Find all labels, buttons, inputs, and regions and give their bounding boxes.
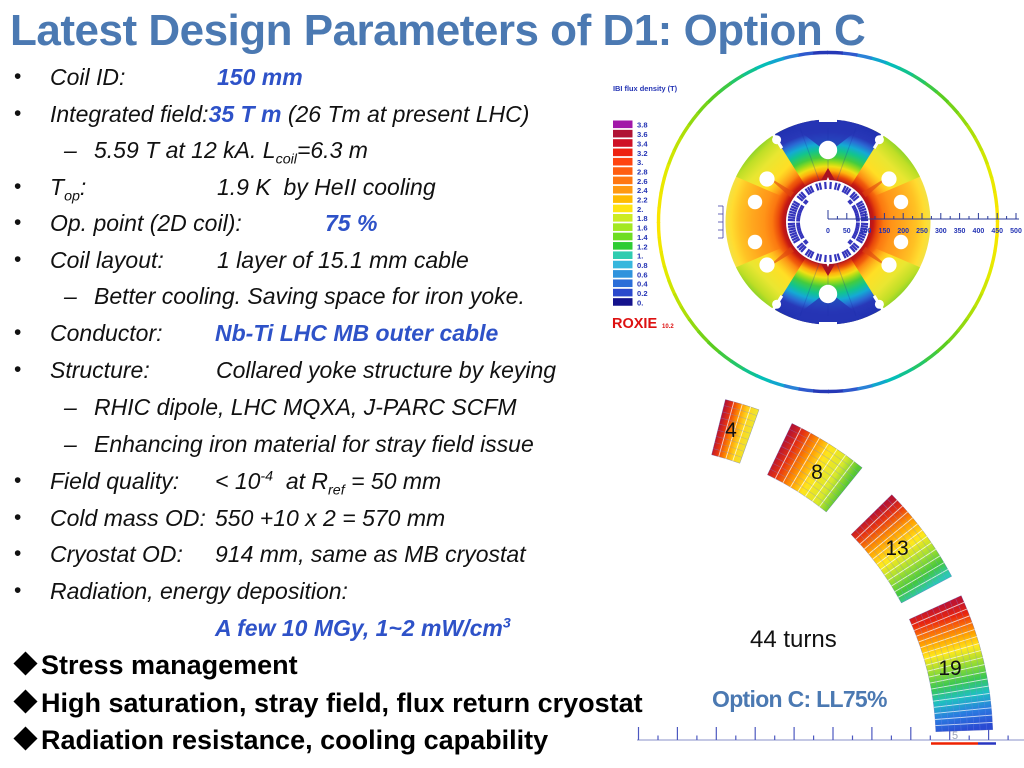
svg-text:4: 4 [725,419,737,442]
svg-text:100: 100 [860,228,872,235]
svg-text:3.6: 3.6 [637,130,648,139]
svg-text:1.4: 1.4 [637,233,648,242]
svg-text:19: 19 [938,657,961,680]
svg-text:300: 300 [935,228,947,235]
svg-text:3.4: 3.4 [637,139,648,148]
svg-text:400: 400 [973,228,985,235]
svg-text:ROXIE: ROXIE [612,316,657,332]
svg-text:1.2: 1.2 [637,242,648,251]
svg-text:8: 8 [811,461,823,484]
svg-text:250: 250 [916,228,928,235]
svg-text:2.: 2. [637,205,643,214]
svg-text:50: 50 [843,228,851,235]
svg-text:200: 200 [897,228,909,235]
svg-text:5: 5 [952,730,958,742]
svg-text:1.8: 1.8 [637,214,648,223]
svg-text:3.2: 3.2 [637,149,648,158]
svg-text:2.2: 2.2 [637,196,648,205]
svg-text:150: 150 [879,228,891,235]
svg-text:2.8: 2.8 [637,167,648,176]
svg-text:350: 350 [954,228,966,235]
svg-text:450: 450 [991,228,1003,235]
svg-text:1.6: 1.6 [637,224,648,233]
svg-text:0.6: 0.6 [637,270,648,279]
svg-text:1.: 1. [637,252,643,261]
svg-text:13: 13 [885,537,908,560]
svg-text:0: 0 [826,228,830,235]
svg-text:2.4: 2.4 [637,186,648,195]
svg-text:2.6: 2.6 [637,177,648,186]
svg-text:0.4: 0.4 [637,280,648,289]
svg-text:0.8: 0.8 [637,261,648,270]
svg-text:0.: 0. [637,298,643,307]
svg-text:3.8: 3.8 [637,121,648,130]
svg-text:IBI flux density (T): IBI flux density (T) [613,84,678,93]
svg-text:10.2: 10.2 [662,324,674,330]
svg-text:0.2: 0.2 [637,289,648,298]
svg-text:500: 500 [1010,228,1022,235]
svg-text:3.: 3. [637,158,643,167]
